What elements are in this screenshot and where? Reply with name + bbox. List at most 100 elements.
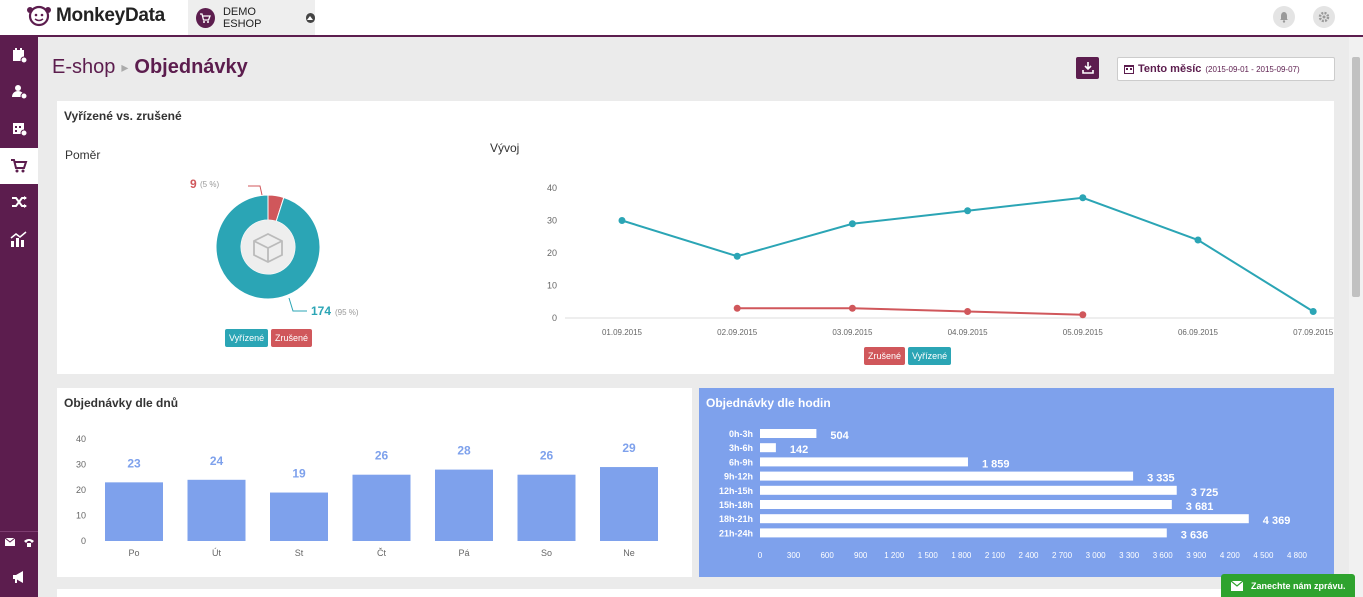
bar-value-label: 4 369 [1263, 515, 1291, 527]
x-tick-label: 2 700 [1052, 551, 1073, 560]
y-tick-label: 12h-15h [719, 486, 753, 496]
hour-bar[interactable] [760, 514, 1249, 524]
y-tick-label: 6h-9h [729, 457, 753, 467]
chevron-right-icon: ▸ [121, 59, 129, 75]
hour-bar[interactable] [760, 500, 1172, 509]
bar-value-label: 26 [375, 449, 389, 463]
envelope-icon [1231, 580, 1243, 591]
bell-icon[interactable] [1273, 6, 1295, 28]
shop-name: DEMO ESHOP [222, 5, 262, 30]
cancelled-value: 9 [190, 177, 197, 191]
bar-value-label: 26 [540, 449, 554, 463]
data-point[interactable] [964, 308, 972, 315]
chevron-up-icon[interactable] [305, 12, 315, 23]
x-tick-label: Út [212, 548, 221, 558]
chat-button[interactable]: Zanechte nám zprávu. [1221, 574, 1355, 597]
card-done-vs-cancelled: Vyřízené vs. zrušené Poměr Vývoj 9 (5 %)… [57, 101, 1334, 374]
mail-icon[interactable] [0, 531, 19, 553]
logo[interactable]: MonkeyData [26, 3, 165, 29]
y-tick-label: 0 [81, 536, 86, 546]
cart-icon [196, 7, 215, 28]
data-point[interactable] [733, 252, 741, 260]
shop-selector[interactable]: DEMO ESHOP [188, 0, 315, 35]
download-icon [1081, 62, 1094, 74]
hour-bar[interactable] [760, 443, 776, 453]
bar-value-label: 3 636 [1181, 529, 1209, 541]
scrollbar-thumb[interactable] [1352, 57, 1360, 297]
sidebar-item-customers[interactable] [0, 73, 38, 109]
cancelled-leader-line [248, 185, 263, 196]
x-tick-label: 3 900 [1186, 551, 1207, 560]
data-point[interactable] [1194, 236, 1202, 244]
breadcrumb: E-shop ▸ Objednávky [52, 56, 248, 79]
card-title: Vyřízené vs. zrušené [64, 109, 182, 123]
x-tick-label: 1 500 [918, 551, 939, 560]
x-tick-label: 600 [820, 551, 834, 560]
sidebar-item-orders[interactable] [0, 148, 38, 184]
data-point[interactable] [1309, 308, 1317, 315]
breadcrumb-parent[interactable]: E-shop [52, 56, 116, 78]
hour-bar[interactable] [760, 457, 968, 467]
x-tick-label: 3 600 [1153, 551, 1174, 560]
day-bar[interactable] [105, 482, 163, 541]
data-point[interactable] [1079, 311, 1087, 319]
x-tick-label: 300 [787, 551, 801, 560]
megaphone-icon[interactable] [0, 559, 38, 595]
hour-bar[interactable] [760, 528, 1167, 538]
data-point[interactable] [848, 304, 856, 312]
box-icon [253, 232, 283, 264]
orders-by-day-chart: 0 10 20 30 40 23 Po 24 Út 19 St 26 Čt 28 Pá 26 So 29 Ne [76, 434, 658, 558]
day-bar[interactable] [187, 479, 246, 541]
hour-bar[interactable] [760, 429, 817, 438]
x-tick-label: 07.09.2015 [1293, 328, 1334, 337]
x-tick-label: 05.09.2015 [1063, 328, 1104, 337]
day-bar[interactable] [352, 474, 411, 541]
cart-icon [11, 159, 28, 173]
x-tick-label: 900 [854, 551, 868, 560]
monkey-logo-icon [27, 5, 51, 27]
y-tick-label: 30 [76, 460, 86, 470]
download-button[interactable] [1076, 57, 1099, 79]
trend-legend-cancelled[interactable]: Zrušené [864, 347, 906, 365]
trend-legend-done[interactable]: Vyřízené [908, 347, 952, 365]
bar-value-label: 1 859 [982, 458, 1010, 470]
sidebar [0, 37, 38, 597]
logo-text: MonkeyData [56, 5, 165, 26]
x-tick-label: 0 [758, 551, 763, 560]
y-tick-label: 9h-12h [724, 472, 753, 482]
data-point[interactable] [618, 217, 626, 224]
x-tick-label: 02.09.2015 [717, 328, 758, 337]
x-tick-label: 4 500 [1253, 551, 1274, 560]
hour-bar[interactable] [760, 485, 1177, 495]
x-tick-label: Po [128, 548, 139, 558]
sidebar-item-analytics[interactable] [0, 221, 38, 257]
data-point[interactable] [964, 207, 972, 215]
next-card [57, 589, 1334, 597]
date-range-picker[interactable]: Tento měsíc (2015-09-01 - 2015-09-07) [1117, 57, 1335, 81]
legend-cancelled[interactable]: Zrušené [271, 329, 313, 347]
scrollbar[interactable] [1349, 37, 1363, 597]
x-tick-label: So [541, 548, 552, 558]
sidebar-item-shuffle[interactable] [0, 184, 38, 220]
day-bar[interactable] [517, 474, 576, 541]
y-tick-label: 10 [547, 281, 557, 291]
done-value: 174 [311, 304, 331, 318]
sidebar-item-calendar[interactable] [0, 37, 38, 73]
data-point[interactable] [1079, 194, 1087, 202]
day-bar[interactable] [435, 469, 493, 541]
phone-icon[interactable] [19, 531, 38, 553]
top-bar: MonkeyData DEMO ESHOP [0, 0, 1363, 37]
bar-value-label: 24 [210, 454, 224, 468]
hour-bar[interactable] [760, 471, 1134, 481]
day-bar[interactable] [600, 467, 658, 541]
bar-value-label: 23 [127, 456, 141, 470]
day-bar[interactable] [270, 492, 328, 541]
gear-icon[interactable] [1313, 6, 1335, 28]
y-tick-label: 20 [76, 485, 86, 495]
data-point[interactable] [733, 304, 741, 312]
data-point[interactable] [848, 220, 856, 228]
legend-done[interactable]: Vyřízené [225, 329, 269, 347]
chat-label: Zanechte nám zprávu. [1251, 580, 1346, 591]
y-tick-label: 18h-21h [719, 514, 753, 524]
sidebar-item-schedule[interactable] [0, 110, 38, 146]
